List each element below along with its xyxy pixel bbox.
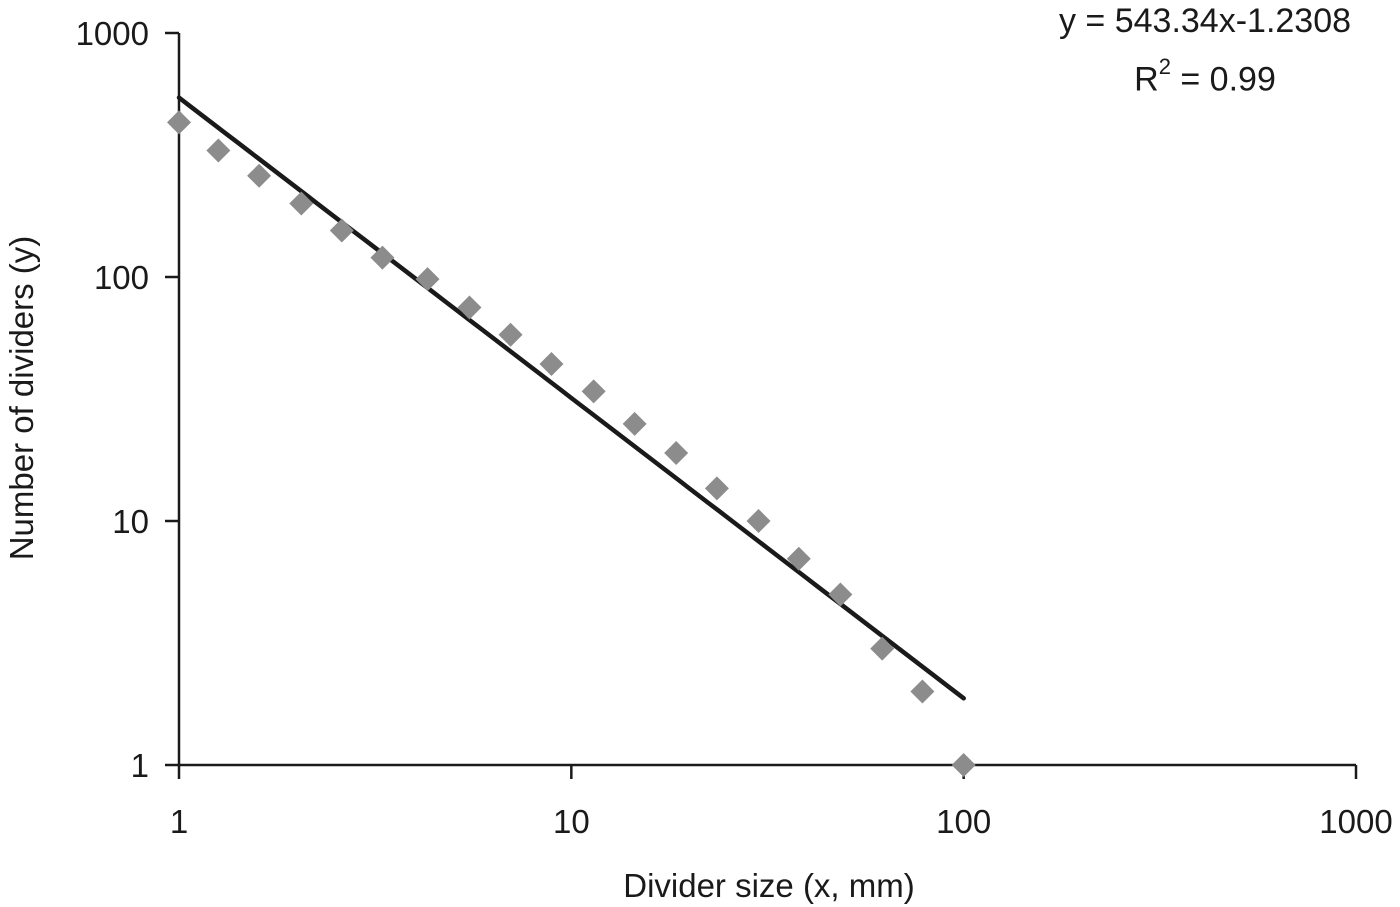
data-point: [498, 322, 523, 347]
data-point: [704, 476, 729, 501]
data-point: [329, 218, 354, 243]
r-squared-exponent: 2: [1158, 54, 1171, 79]
y-tick-label: 1000: [76, 15, 149, 52]
data-point: [167, 110, 191, 135]
data-point: [746, 509, 771, 533]
x-tick-label: 1: [170, 803, 188, 840]
data-point: [951, 753, 976, 777]
data-point: [289, 191, 314, 216]
data-point: [415, 267, 440, 292]
r-squared-label: R2 = 0.99: [1010, 54, 1400, 99]
data-point: [539, 351, 564, 376]
r-squared-symbol: R: [1134, 60, 1159, 99]
x-tick-label: 100: [936, 803, 991, 840]
data-point: [247, 163, 272, 188]
y-tick-label: 10: [112, 503, 149, 540]
data-point: [828, 582, 853, 607]
r-squared-value: = 0.99: [1170, 60, 1276, 99]
data-point: [206, 138, 231, 163]
data-point: [786, 546, 811, 571]
x-tick-label: 1000: [1319, 803, 1392, 840]
data-point: [457, 295, 482, 320]
y-tick-label: 1: [131, 747, 149, 784]
trendline: [176, 95, 966, 701]
data-points-layer: [167, 110, 976, 777]
trendline-equation: y = 543.34x-1.2308: [1058, 2, 1352, 40]
y-axis-title: Number of dividers (y): [3, 236, 40, 561]
data-point: [622, 411, 647, 436]
data-point: [581, 379, 606, 404]
y-tick-label: 100: [94, 259, 149, 296]
data-point: [870, 636, 895, 661]
data-point: [664, 440, 689, 465]
trendline-layer: [176, 95, 966, 701]
data-point: [370, 245, 395, 270]
x-tick-label: 10: [553, 803, 590, 840]
axes: 1 10 100 1000 1 10 100 1000: [76, 15, 1393, 840]
data-point: [910, 679, 935, 704]
x-axis-title: Divider size (x, mm): [623, 867, 915, 904]
